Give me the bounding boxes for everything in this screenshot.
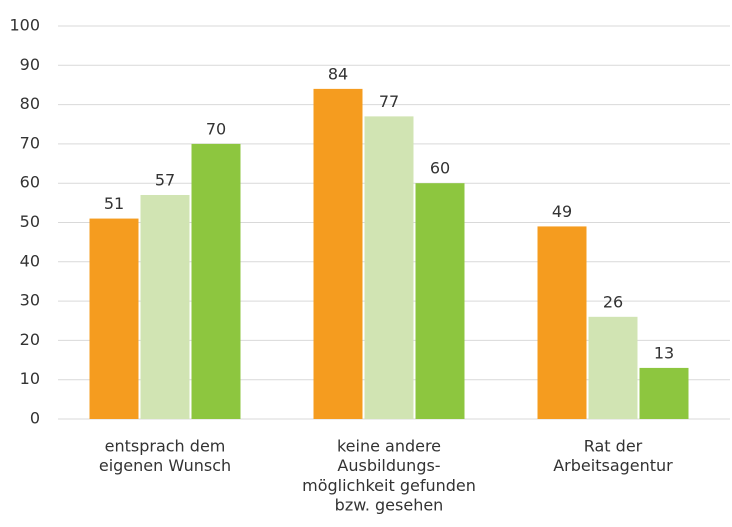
bar: [313, 88, 363, 419]
bar: [364, 116, 414, 419]
value-label: 84: [328, 64, 348, 83]
value-label: 13: [654, 343, 674, 362]
value-label: 51: [104, 194, 124, 213]
y-tick-label: 50: [20, 212, 40, 231]
y-tick-label: 10: [20, 369, 40, 388]
value-label: 57: [155, 170, 175, 189]
bar: [537, 226, 587, 419]
y-tick-label: 80: [20, 94, 40, 113]
y-tick-label: 20: [20, 330, 40, 349]
x-tick-label: möglichkeit gefunden: [302, 476, 476, 495]
x-tick-label: Rat der: [584, 437, 643, 456]
bar: [140, 194, 190, 419]
y-tick-label: 40: [20, 251, 40, 270]
bar: [588, 316, 638, 419]
value-label: 77: [379, 92, 399, 111]
bar: [191, 143, 241, 419]
y-tick-label: 60: [20, 173, 40, 192]
x-tick-label: entsprach dem: [105, 437, 226, 456]
y-tick-label: 0: [30, 409, 40, 428]
bar: [89, 218, 139, 419]
y-tick-label: 30: [20, 291, 40, 310]
value-label: 70: [206, 119, 226, 138]
x-tick-label: bzw. gesehen: [335, 496, 444, 515]
y-tick-label: 70: [20, 133, 40, 152]
x-tick-label: keine andere: [337, 437, 441, 456]
x-tick-label: eigenen Wunsch: [99, 456, 231, 475]
value-label: 60: [430, 159, 450, 178]
value-label: 49: [552, 202, 572, 221]
value-label: 26: [603, 292, 623, 311]
x-tick-label: Ausbildungs-: [337, 456, 440, 475]
bar: [415, 183, 465, 419]
x-tick-label: Arbeitsagentur: [553, 456, 673, 475]
bar: [639, 367, 689, 419]
y-tick-label: 90: [20, 55, 40, 74]
y-tick-label: 100: [9, 16, 40, 35]
